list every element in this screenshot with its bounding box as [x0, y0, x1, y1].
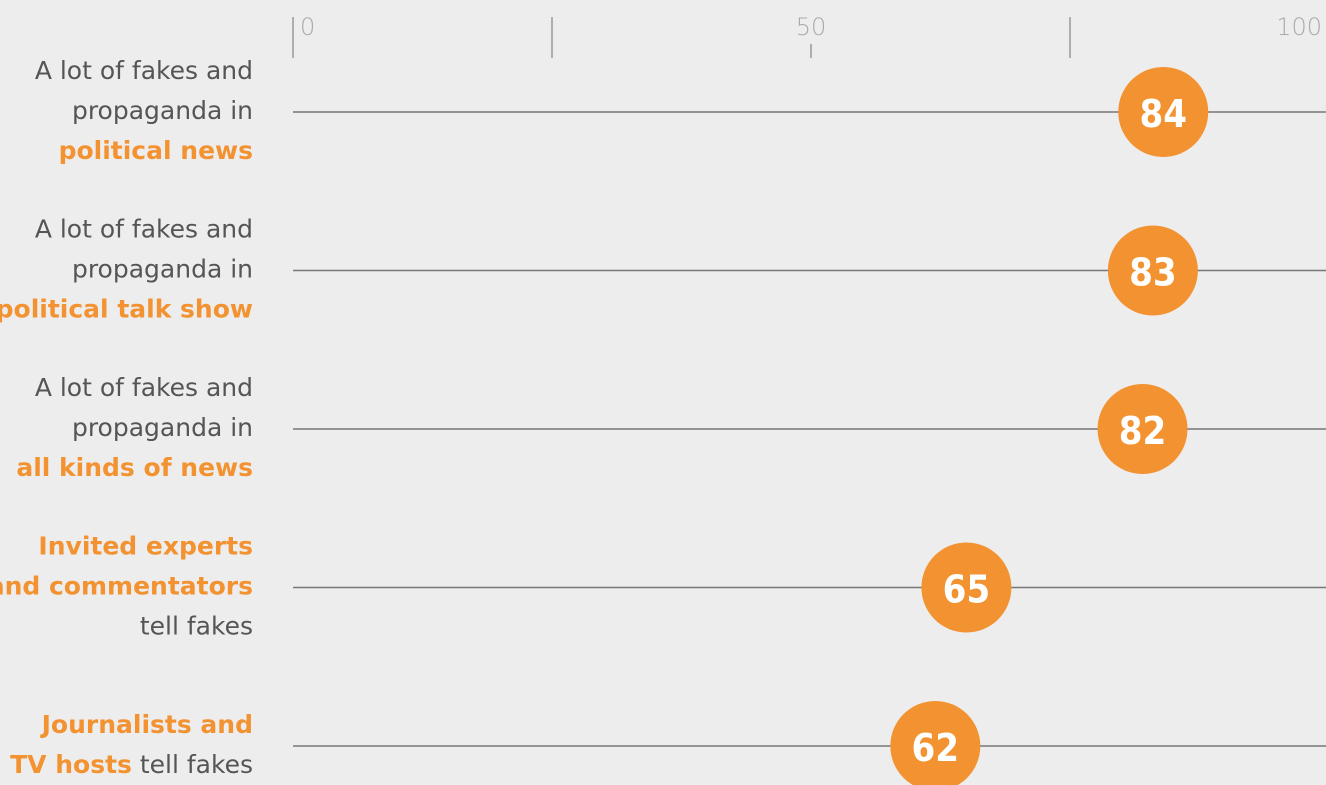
category-part: TV hosts — [10, 750, 132, 779]
category-part: propaganda in — [72, 96, 253, 125]
category-part: Journalists and — [40, 710, 253, 739]
value-label: 82 — [1119, 409, 1167, 453]
category-label: propaganda in — [72, 96, 253, 125]
category-part: propaganda in — [72, 413, 253, 442]
category-part: and commentators — [0, 572, 253, 601]
category-part: political talk show — [0, 295, 253, 324]
value-label: 65 — [943, 568, 991, 612]
category-label: TV hosts tell fakes — [10, 750, 253, 779]
category-part: A lot of fakes and — [35, 56, 253, 85]
category-part: tell fakes — [140, 612, 253, 641]
category-part: tell fakes — [132, 750, 253, 779]
category-label: A lot of fakes and — [35, 215, 253, 244]
x-tick-label: 100 — [1276, 13, 1322, 41]
category-label: political news — [59, 136, 253, 165]
dot — [890, 701, 981, 785]
value-label: 83 — [1129, 251, 1177, 295]
dot — [921, 542, 1012, 633]
category-label: tell fakes — [140, 612, 253, 641]
category-label: A lot of fakes and — [35, 373, 253, 402]
value-label: 62 — [912, 726, 960, 770]
category-part: Invited experts — [38, 532, 253, 561]
category-label: propaganda in — [72, 413, 253, 442]
category-label: propaganda in — [72, 255, 253, 284]
dot — [1107, 225, 1198, 316]
category-part: propaganda in — [72, 255, 253, 284]
x-tick-label: 50 — [796, 13, 827, 41]
value-label: 84 — [1139, 92, 1187, 136]
category-part: A lot of fakes and — [35, 373, 253, 402]
category-label: Invited experts — [38, 532, 253, 561]
category-part: A lot of fakes and — [35, 215, 253, 244]
category-part: all kinds of news — [16, 453, 253, 482]
dot — [1097, 384, 1188, 474]
category-part: political news — [59, 136, 253, 165]
category-label: Journalists and — [40, 710, 253, 739]
category-label: and commentators — [0, 572, 253, 601]
dot — [1118, 67, 1209, 157]
x-tick-label: 0 — [300, 13, 315, 41]
category-label: political talk show — [0, 295, 253, 324]
category-label: A lot of fakes and — [35, 56, 253, 85]
category-label: all kinds of news — [16, 453, 253, 482]
